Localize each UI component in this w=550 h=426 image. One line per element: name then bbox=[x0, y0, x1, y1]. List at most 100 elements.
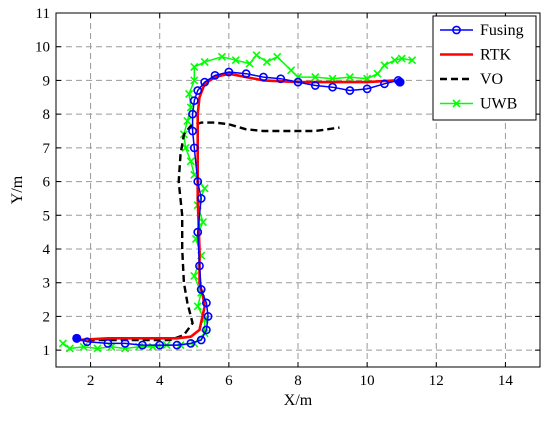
series-uwb-marker bbox=[193, 302, 202, 311]
series-uwb-marker bbox=[181, 143, 190, 152]
legend-item-vo: VO bbox=[440, 71, 503, 88]
series-fusing-marker bbox=[193, 177, 203, 186]
series-uwb-marker-stroke bbox=[287, 66, 296, 75]
series-uwb-marker-stroke bbox=[245, 59, 254, 68]
series-uwb-marker bbox=[200, 184, 209, 193]
series-fusing-marker bbox=[186, 338, 196, 348]
legend-item-fusing: Fusing bbox=[440, 22, 524, 39]
series-uwb-marker bbox=[107, 342, 116, 351]
x-axis-label: X/m bbox=[284, 392, 313, 409]
series-fusing-marker bbox=[201, 325, 211, 335]
y-axis-label: Y/m bbox=[9, 175, 26, 204]
series-uwb-marker bbox=[190, 62, 199, 72]
series-uwb-marker-stroke bbox=[311, 72, 320, 82]
series-fusing bbox=[72, 67, 405, 350]
series-uwb-marker bbox=[287, 66, 296, 75]
series-fusing-marker bbox=[210, 70, 220, 80]
x-tick-label: 12 bbox=[429, 373, 444, 389]
series-uwb-marker-stroke bbox=[345, 72, 354, 82]
series-uwb-marker-stroke bbox=[107, 342, 116, 351]
series-uwb-marker bbox=[397, 54, 406, 63]
series-uwb-marker-stroke bbox=[58, 339, 67, 348]
series-uwb-marker-stroke bbox=[390, 56, 399, 65]
series-uwb-marker bbox=[345, 72, 354, 82]
x-tick-label: 6 bbox=[225, 373, 233, 389]
series-uwb-marker-stroke bbox=[273, 52, 282, 61]
tick-marks bbox=[56, 12, 540, 367]
legend-label-uwb: UWB bbox=[480, 96, 517, 113]
legend-uwb-marker bbox=[452, 99, 461, 108]
series-uwb-marker-stroke bbox=[373, 69, 382, 78]
series-uwb-marker-stroke bbox=[93, 344, 102, 353]
series-uwb-marker-stroke bbox=[217, 52, 227, 61]
y-tick-label: 1 bbox=[43, 343, 51, 359]
series-fusing-marker bbox=[345, 86, 355, 95]
legend: Fusing RTK VO UWB bbox=[432, 15, 537, 121]
y-tick-label: 2 bbox=[43, 309, 51, 325]
legend-box bbox=[432, 15, 537, 121]
x-tick-label: 14 bbox=[498, 373, 514, 389]
series-fusing-marker bbox=[193, 227, 203, 237]
series-uwb-marker-stroke bbox=[190, 271, 199, 281]
legend-label-fusing: Fusing bbox=[480, 22, 524, 39]
series-uwb-marker-stroke bbox=[186, 157, 195, 166]
legend-item-rtk: RTK bbox=[440, 47, 511, 64]
x-tick-label: 4 bbox=[156, 373, 164, 389]
x-tick-label: 10 bbox=[360, 373, 375, 389]
series-uwb-marker bbox=[58, 339, 67, 348]
series-fusing-marker bbox=[276, 74, 286, 84]
series-vo bbox=[76, 121, 340, 342]
series-fusing-marker bbox=[328, 82, 337, 92]
series-uwb-marker bbox=[186, 157, 195, 166]
series-fusing-end-marker bbox=[395, 77, 405, 87]
series-uwb-marker-stroke bbox=[198, 217, 207, 227]
y-tick-label: 10 bbox=[35, 40, 50, 56]
series-fusing-marker bbox=[188, 109, 197, 119]
series-fusing-marker bbox=[120, 338, 130, 348]
series-fusing-marker bbox=[196, 335, 206, 345]
y-tick-label: 11 bbox=[36, 6, 50, 22]
series-fusing-marker bbox=[189, 96, 199, 106]
y-tick-label: 8 bbox=[43, 107, 51, 123]
series-fusing-marker bbox=[203, 312, 213, 321]
y-tick-label: 5 bbox=[43, 208, 51, 224]
series-uwb-marker bbox=[190, 76, 199, 85]
series-fusing-marker bbox=[196, 194, 206, 203]
legend-item-uwb: UWB bbox=[440, 96, 517, 113]
legend-fusing-marker bbox=[452, 25, 461, 35]
series-fusing-marker bbox=[189, 143, 199, 153]
series-fusing-marker bbox=[259, 72, 268, 82]
series-uwb-marker bbox=[311, 72, 320, 82]
series-uwb-marker bbox=[252, 51, 261, 60]
series-fusing-start-marker bbox=[72, 333, 82, 343]
series-uwb bbox=[58, 51, 417, 353]
series-uwb-marker-stroke bbox=[262, 57, 271, 66]
series-uwb-marker bbox=[190, 271, 199, 281]
legend-label-vo: VO bbox=[480, 71, 503, 88]
series-uwb-marker-stroke bbox=[183, 116, 192, 125]
series-uwb-marker bbox=[408, 56, 417, 65]
series-uwb-marker-stroke bbox=[200, 57, 209, 66]
series-fusing-marker bbox=[380, 79, 389, 89]
series-uwb-marker-stroke bbox=[65, 344, 74, 353]
series-uwb-marker-stroke bbox=[200, 184, 209, 193]
series-uwb-marker bbox=[185, 89, 194, 98]
series-uwb-line bbox=[62, 54, 413, 350]
y-tick-label: 3 bbox=[43, 276, 51, 292]
series-fusing-marker bbox=[241, 69, 251, 79]
series-uwb-marker bbox=[273, 52, 282, 61]
x-tick-label: 8 bbox=[294, 373, 302, 389]
series-uwb-marker bbox=[65, 344, 74, 353]
x-tick-label: 2 bbox=[87, 373, 95, 389]
series-fusing-marker bbox=[200, 77, 210, 87]
series-uwb-marker bbox=[217, 52, 227, 61]
series-fusing-marker bbox=[196, 285, 206, 294]
series-uwb-marker-stroke bbox=[231, 56, 240, 65]
series-uwb-marker-stroke bbox=[397, 54, 406, 63]
y-tick-label: 9 bbox=[43, 73, 51, 89]
series-uwb-marker-stroke bbox=[408, 56, 417, 65]
series-uwb-marker bbox=[93, 344, 102, 353]
series-uwb-marker bbox=[231, 56, 240, 65]
